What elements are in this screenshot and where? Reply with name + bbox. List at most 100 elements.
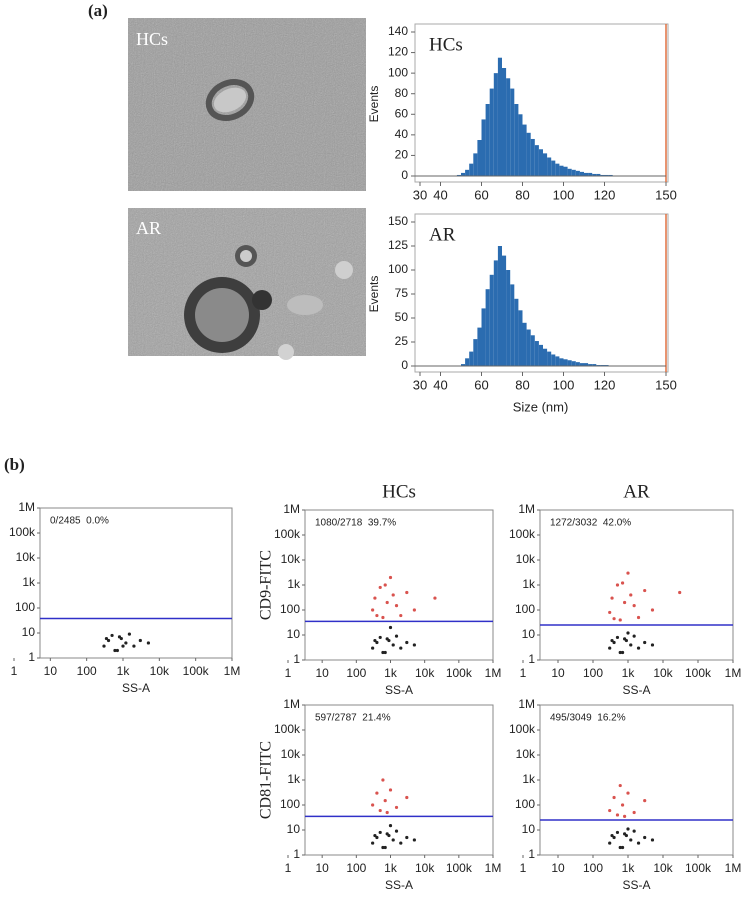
chart-title: AR xyxy=(429,224,456,245)
y-tick-label: 120 xyxy=(388,45,408,59)
point xyxy=(146,641,150,645)
point xyxy=(385,637,389,641)
bar xyxy=(563,359,568,366)
point xyxy=(375,613,379,618)
y-tick-label: 10 xyxy=(287,822,301,836)
point xyxy=(383,798,387,803)
point xyxy=(636,646,641,650)
point xyxy=(615,583,620,587)
point xyxy=(383,845,387,850)
bar xyxy=(489,88,494,176)
point xyxy=(620,803,625,807)
point xyxy=(385,832,389,836)
y-tick-label: 10 xyxy=(522,627,536,641)
point xyxy=(608,646,612,650)
x-tick-label: 100 xyxy=(77,664,97,678)
point xyxy=(383,650,387,655)
point xyxy=(381,615,385,620)
y-tick-label: 75 xyxy=(395,286,409,300)
point xyxy=(623,832,627,836)
x-tick-label: 1 xyxy=(285,666,292,680)
point xyxy=(412,838,416,842)
x-tick-label: 100k xyxy=(685,861,712,875)
y-tick-label: 10k xyxy=(16,550,36,564)
bar xyxy=(477,140,482,176)
y-tick-label: 100 xyxy=(515,797,535,811)
bar xyxy=(522,124,527,176)
point xyxy=(650,838,655,842)
y-tick-label: 10k xyxy=(281,552,301,566)
bar xyxy=(584,363,589,366)
point xyxy=(399,646,403,650)
point xyxy=(115,648,119,653)
point xyxy=(399,841,403,845)
point xyxy=(610,833,614,838)
point xyxy=(618,618,622,622)
point xyxy=(110,633,114,638)
bar xyxy=(485,104,490,176)
x-tick-label: 120 xyxy=(594,187,616,202)
bar xyxy=(604,174,609,176)
bar xyxy=(588,364,593,366)
bar xyxy=(567,360,572,366)
x-tick-label: 10 xyxy=(551,666,565,680)
bar xyxy=(497,57,502,176)
point xyxy=(383,583,387,587)
y-tick-label: 10 xyxy=(522,822,536,836)
point xyxy=(124,641,128,645)
bar xyxy=(579,363,584,366)
x-tick-label: 100k xyxy=(685,666,712,680)
point xyxy=(388,788,393,792)
point xyxy=(138,638,142,643)
bar xyxy=(547,351,552,366)
bar xyxy=(575,362,580,366)
x-tick-label: 1k xyxy=(117,664,131,678)
x-tick-label: 1 xyxy=(520,666,527,680)
bar xyxy=(526,329,531,366)
y-tick-label: 1k xyxy=(522,772,536,786)
bar xyxy=(588,172,593,176)
y-tick-label: 10 xyxy=(22,625,36,639)
point xyxy=(385,600,389,605)
y-tick-label: 100k xyxy=(274,527,301,541)
bar xyxy=(502,255,507,366)
x-tick-label: 1M xyxy=(485,666,502,680)
x-tick-label: 10k xyxy=(653,861,673,875)
point xyxy=(636,615,641,620)
y-tick-label: 100 xyxy=(15,600,35,614)
y-axis-label: CD9-FITC xyxy=(258,550,275,620)
y-tick-label: 1 xyxy=(28,650,35,664)
point xyxy=(127,632,131,636)
y-tick-label: 100 xyxy=(515,602,535,616)
x-tick-label: 100 xyxy=(583,861,603,875)
x-tick-label: 30 xyxy=(413,377,427,392)
point xyxy=(412,643,416,647)
bar xyxy=(538,344,543,366)
tem-label: HCs xyxy=(136,29,168,49)
bar xyxy=(538,149,543,176)
y-tick-label: 1M xyxy=(283,502,300,516)
bar xyxy=(571,361,576,366)
x-axis-label: SS-A xyxy=(622,878,650,892)
x-tick-label: 100 xyxy=(346,861,366,875)
y-tick-label: 10k xyxy=(516,552,536,566)
point xyxy=(378,585,382,590)
bar xyxy=(567,168,572,176)
x-tick-label: 1 xyxy=(285,861,292,875)
point xyxy=(615,830,620,835)
point xyxy=(104,636,109,641)
x-tick-label: 1M xyxy=(725,861,742,875)
point xyxy=(650,643,655,647)
y-axis-label: Events xyxy=(367,86,381,123)
bar xyxy=(592,173,597,176)
tem-label: AR xyxy=(136,218,161,238)
bar xyxy=(497,246,502,366)
point xyxy=(378,635,382,640)
y-tick-label: 60 xyxy=(395,106,409,120)
point xyxy=(643,835,647,840)
x-tick-label: 10k xyxy=(653,666,673,680)
x-tick-label: 30 xyxy=(413,187,427,202)
y-tick-label: 100 xyxy=(280,797,300,811)
gate-annotation: 0/2485 0.0% xyxy=(50,516,109,527)
bar xyxy=(551,160,556,176)
